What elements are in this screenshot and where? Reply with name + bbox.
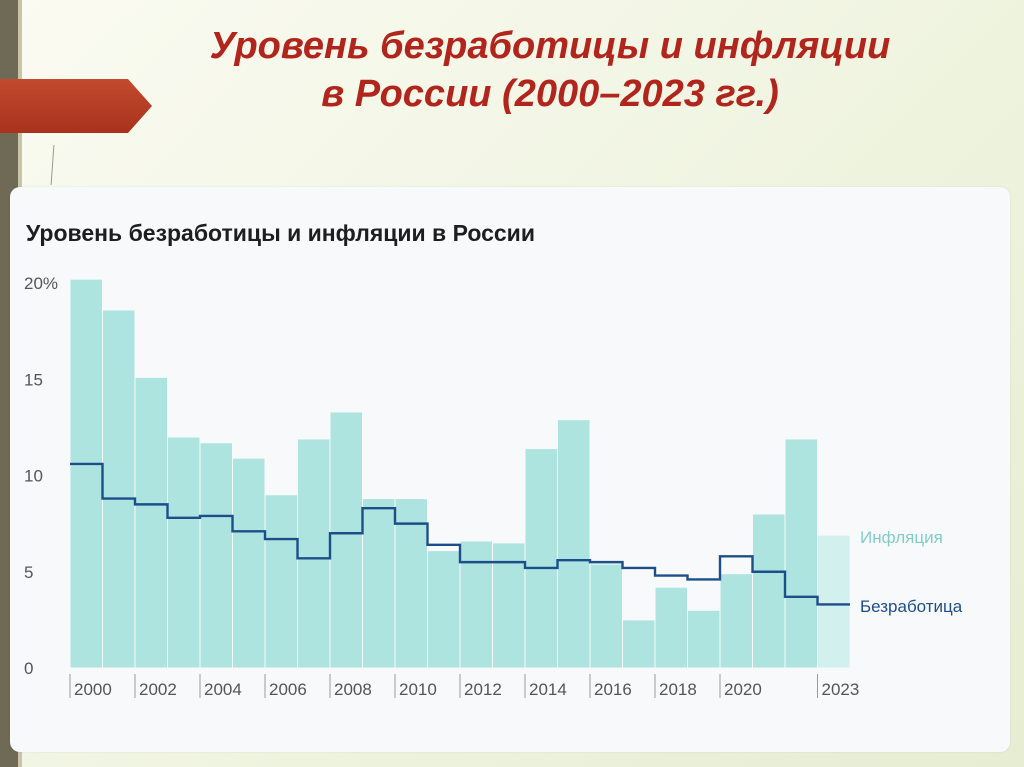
slide-title: Уровень безработицы и инфляции в России … [120, 22, 980, 118]
inflation-bar [69, 278, 103, 669]
chart-card: Уровень безработицы и инфляции в России … [10, 187, 1010, 752]
inflation-bar [232, 457, 266, 669]
x-tick-label: 2014 [529, 680, 567, 699]
slide-title-line-1: Уровень безработицы и инфляции [209, 25, 891, 67]
inflation-bar [622, 619, 656, 669]
x-tick-label: 2018 [659, 680, 697, 699]
x-tick-label: 2004 [204, 680, 242, 699]
x-tick-label: 2008 [334, 680, 372, 699]
y-tick-label: 5 [24, 563, 33, 582]
legend-unemployment-label: Безработица [860, 597, 963, 616]
x-tick-label: 2020 [724, 680, 762, 699]
x-tick-label: 2006 [269, 680, 307, 699]
x-tick-label: 2010 [399, 680, 437, 699]
y-tick-label: 10 [24, 467, 43, 486]
inflation-bar [134, 376, 168, 669]
x-tick-label: 2000 [74, 680, 112, 699]
inflation-bar [687, 609, 721, 669]
inflation-bar [459, 540, 493, 669]
inflation-bar [784, 438, 818, 669]
chart-title: Уровень безработицы и инфляции в России [26, 220, 535, 246]
red-arrow-decor [0, 79, 152, 133]
x-tick-label: 2023 [822, 680, 860, 699]
inflation-bar [817, 534, 851, 669]
x-tick-label: 2012 [464, 680, 502, 699]
inflation-bar [394, 498, 428, 669]
inflation-bar [589, 563, 623, 669]
y-axis-ticks: 20% 15 10 5 0 [24, 274, 58, 678]
x-axis-ticks: 2000 2002 2004 2006 2008 2010 2012 2014 2016 2018… [69, 674, 860, 699]
y-tick-label: 20% [24, 274, 58, 293]
inflation-bar [297, 438, 331, 669]
x-tick-label: 2002 [139, 680, 177, 699]
inflation-bar [492, 542, 526, 669]
x-tick-label: 2016 [594, 680, 632, 699]
inflation-bars [69, 278, 851, 669]
inflation-bar [719, 573, 753, 669]
slide-title-line-2: в России (2000–2023 гг.) [321, 73, 779, 115]
inflation-bar [427, 550, 461, 669]
legend-inflation-label: Инфляция [860, 528, 943, 547]
inflation-bar [557, 419, 591, 669]
decor-line [50, 145, 55, 185]
unemployment-step-line [70, 462, 850, 606]
inflation-bar [752, 513, 786, 669]
y-tick-label: 15 [24, 370, 43, 389]
inflation-bar [264, 494, 298, 669]
inflation-bar [199, 442, 233, 669]
inflation-bar [167, 436, 201, 669]
inflation-bar [654, 586, 688, 669]
inflation-bar [362, 498, 396, 669]
y-tick-label: 0 [24, 659, 33, 678]
inflation-bar [524, 448, 558, 669]
chart-svg: Уровень безработицы и инфляции в России … [24, 220, 963, 699]
inflation-bar [329, 411, 363, 669]
inflation-bar [102, 309, 136, 669]
